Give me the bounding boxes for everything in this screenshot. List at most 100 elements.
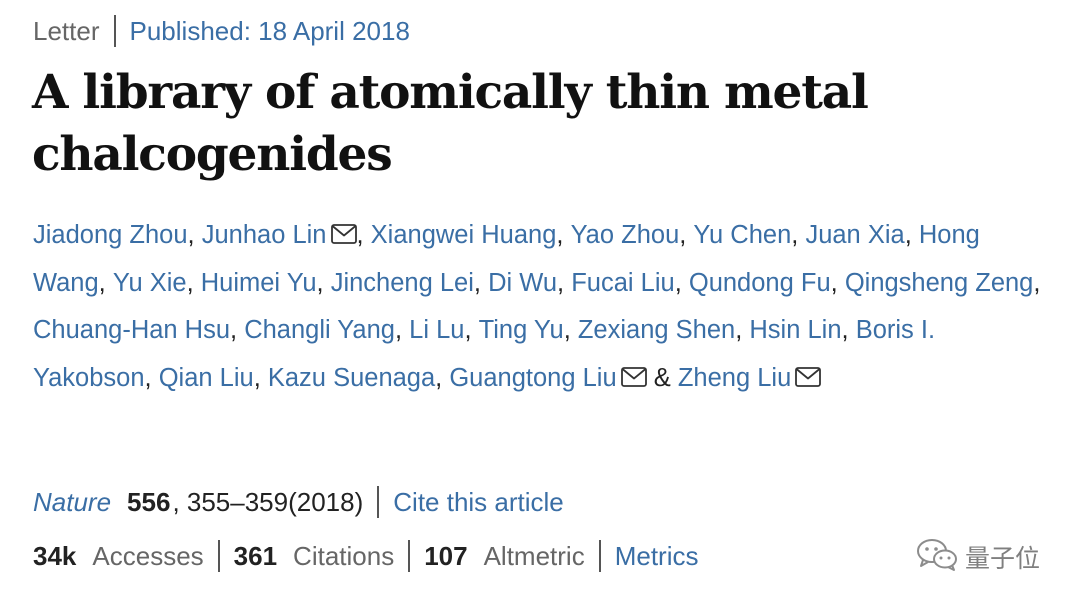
watermark-text: 量子位 xyxy=(965,543,1041,573)
author-name-link[interactable]: Zexiang Shen xyxy=(577,316,736,345)
email-icon[interactable] xyxy=(795,366,822,387)
author-separator: , xyxy=(186,268,201,297)
journal-pages: , 355–359(2018) xyxy=(172,486,364,517)
divider xyxy=(408,540,411,572)
article-type: Letter xyxy=(33,15,100,46)
divider xyxy=(598,540,601,572)
wechat-icon xyxy=(915,536,959,577)
journal-link[interactable]: Nature xyxy=(33,486,112,517)
author-item: Junhao Lin, xyxy=(202,221,371,249)
author-separator: , xyxy=(563,316,578,345)
author-item: Qingsheng Zeng, xyxy=(845,269,1041,297)
author-name-link[interactable]: Li Lu xyxy=(409,316,465,345)
author-separator: , xyxy=(791,221,806,249)
author-separator: , xyxy=(841,316,856,345)
metrics-bar: 34k Accesses 361 Citations 107 Altmetric… xyxy=(33,537,699,575)
citations-count: 361 xyxy=(233,540,278,571)
accesses-count: 34k xyxy=(33,540,77,571)
author-name-link[interactable]: Junhao Lin xyxy=(201,221,327,249)
author-name-link[interactable]: Changli Yang xyxy=(244,316,395,345)
accesses-label: Accesses xyxy=(92,540,204,571)
author-item: Di Wu, xyxy=(488,269,571,297)
author-name-link[interactable]: Hsin Lin xyxy=(749,316,842,345)
cite-article-link[interactable]: Cite this article xyxy=(393,486,564,517)
author-separator: , xyxy=(557,268,572,297)
author-item: Hong Wang, xyxy=(33,221,980,297)
divider xyxy=(113,15,116,47)
author-name-link[interactable]: Guangtong Liu xyxy=(449,363,617,392)
author-separator: , xyxy=(473,268,489,297)
author-item: Yao Zhou, xyxy=(571,221,694,249)
author-name-link[interactable]: Di Wu xyxy=(488,268,558,297)
author-separator: , xyxy=(556,221,571,249)
author-name-link[interactable]: Ting Yu xyxy=(478,316,564,345)
author-item: Changli Yang, xyxy=(244,316,409,344)
author-item: Qundong Fu, xyxy=(689,269,845,297)
author-separator: & xyxy=(646,363,678,392)
author-item: Xiangwei Huang, xyxy=(371,221,571,249)
author-separator: , xyxy=(735,316,750,345)
author-separator: , xyxy=(679,221,694,249)
author-item: Juan Xia, xyxy=(805,221,918,249)
author-item: Fucai Liu, xyxy=(571,269,689,297)
author-name-link[interactable]: Xiangwei Huang xyxy=(370,221,557,249)
author-item: Qian Liu, xyxy=(159,364,268,392)
author-name-link[interactable]: Yu Xie xyxy=(112,268,187,297)
author-separator: , xyxy=(253,363,268,392)
author-separator: , xyxy=(674,268,689,297)
metrics-link[interactable]: Metrics xyxy=(614,540,699,571)
author-item: Yu Xie, xyxy=(113,269,201,297)
author-item: Yu Chen, xyxy=(693,221,805,249)
author-name-link[interactable]: Jiadong Zhou xyxy=(33,221,188,249)
author-separator: , xyxy=(356,221,371,249)
author-item: Hsin Lin, xyxy=(749,316,855,344)
author-separator: , xyxy=(464,316,479,345)
author-separator: , xyxy=(98,268,113,297)
author-separator: , xyxy=(230,316,245,345)
author-item: Li Lu, xyxy=(409,316,478,344)
divider xyxy=(217,540,220,572)
author-name-link[interactable]: Qundong Fu xyxy=(688,268,831,297)
author-item: Zheng Liu xyxy=(677,363,822,392)
author-separator: , xyxy=(144,363,159,392)
email-icon[interactable] xyxy=(620,366,647,387)
author-item: Jiadong Zhou, xyxy=(33,221,202,249)
author-name-link[interactable]: Qian Liu xyxy=(158,363,254,392)
author-name-link[interactable]: Huimei Yu xyxy=(200,268,317,297)
published-date: Published: 18 April 2018 xyxy=(129,15,410,46)
altmetric-label: Altmetric xyxy=(483,540,585,571)
author-item: Huimei Yu, xyxy=(201,269,331,297)
author-item: Jincheng Lei, xyxy=(331,269,488,297)
author-separator: , xyxy=(394,316,410,345)
journal-volume: 556 xyxy=(127,486,171,517)
author-item: Chuang-Han Hsu, xyxy=(33,316,244,344)
article-meta: Letter Published: 18 April 2018 xyxy=(33,12,410,50)
author-item: Guangtong Liu & xyxy=(449,364,678,392)
author-separator: , xyxy=(187,221,202,249)
author-separator: , xyxy=(904,221,919,249)
author-name-link[interactable]: Hong Wang xyxy=(33,221,980,297)
altmetric-score: 107 xyxy=(424,540,468,571)
author-name-link[interactable]: Yao Zhou xyxy=(570,221,680,249)
email-icon[interactable] xyxy=(330,224,357,244)
divider xyxy=(377,486,380,518)
author-separator: , xyxy=(1033,268,1041,297)
author-item: Zexiang Shen, xyxy=(578,316,750,344)
author-name-link[interactable]: Kazu Suenaga xyxy=(267,363,436,392)
author-name-link[interactable]: Yu Chen xyxy=(693,221,792,249)
author-item: Boris I. Yakobson, xyxy=(33,316,935,392)
watermark: 量子位 xyxy=(915,536,1040,577)
author-name-link[interactable]: Qingsheng Zeng xyxy=(844,268,1034,297)
citations-label: Citations xyxy=(293,540,395,571)
author-name-link[interactable]: Juan Xia xyxy=(805,221,905,249)
author-name-link[interactable]: Jincheng Lei xyxy=(330,268,474,297)
author-item: Kazu Suenaga, xyxy=(268,364,449,392)
author-name-link[interactable]: Chuang-Han Hsu xyxy=(33,316,231,345)
author-name-link[interactable]: Zheng Liu xyxy=(677,363,792,392)
author-separator: , xyxy=(435,363,450,392)
author-name-link[interactable]: Fucai Liu xyxy=(571,268,675,297)
author-list: Jiadong Zhou, Junhao Lin, Xiangwei Huang… xyxy=(33,212,1053,402)
author-separator: , xyxy=(316,268,331,297)
article-title: A library of atomically thin metal chalc… xyxy=(32,65,869,182)
author-name-link[interactable]: Boris I. Yakobson xyxy=(33,316,936,392)
